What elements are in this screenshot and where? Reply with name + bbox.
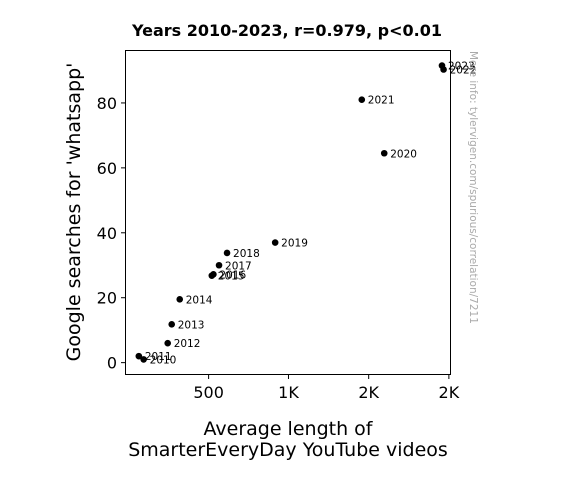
data-point-label: 2012: [174, 338, 201, 350]
data-point: [164, 339, 172, 347]
data-point: [223, 249, 231, 257]
x-axis-label-line-1: Average length of: [204, 418, 374, 440]
y-tick-label: 20: [97, 289, 117, 308]
data-point: [215, 261, 223, 269]
chart-title: Years 2010-2023, r=0.979, p<0.01: [131, 21, 442, 40]
x-axis-label-line-2: SmarterEveryDay YouTube videos: [128, 439, 448, 461]
data-point: [168, 321, 176, 328]
y-axis-label: Google searches for 'whatsapp': [63, 63, 85, 362]
x-tick-label: 1K: [278, 383, 299, 402]
data-point: [380, 149, 388, 157]
data-point: [140, 356, 147, 363]
source-note: More info: tylervigen.com/spurious/corre…: [467, 51, 479, 324]
data-point-label: 2014: [186, 294, 213, 306]
y-tick-label: 0: [107, 354, 117, 373]
data-point-label: 2016: [219, 269, 246, 281]
data-point: [135, 352, 143, 360]
data-point: [438, 62, 446, 69]
data-point: [210, 271, 217, 278]
data-point-label: 2015: [218, 271, 245, 283]
data-point-label: 2022: [450, 65, 477, 77]
data-point-label: 2023: [448, 61, 475, 73]
data-point: [176, 296, 184, 303]
y-tick-label: 60: [97, 159, 117, 178]
data-point: [358, 96, 366, 103]
data-point-label: 2011: [145, 351, 172, 363]
x-tick-label: 2K: [439, 383, 460, 402]
y-tick-label: 80: [97, 94, 117, 113]
data-point-label: 2013: [178, 319, 205, 331]
data-point-label: 2021: [368, 95, 395, 107]
y-axis: 0 20 40 60 80: [97, 94, 126, 373]
data-point: [271, 239, 279, 246]
data-point-label: 2017: [225, 260, 252, 272]
data-point-label: 2020: [390, 148, 417, 160]
x-axis: 500 1K 2K 2K: [193, 374, 460, 402]
x-tick-label: 500: [193, 383, 224, 402]
x-tick-label: 2K: [358, 383, 379, 402]
data-point-label: 2018: [233, 248, 260, 260]
data-point-label: 2019: [281, 238, 308, 250]
data-point-label: 2010: [150, 354, 177, 366]
y-tick-label: 40: [97, 224, 117, 243]
